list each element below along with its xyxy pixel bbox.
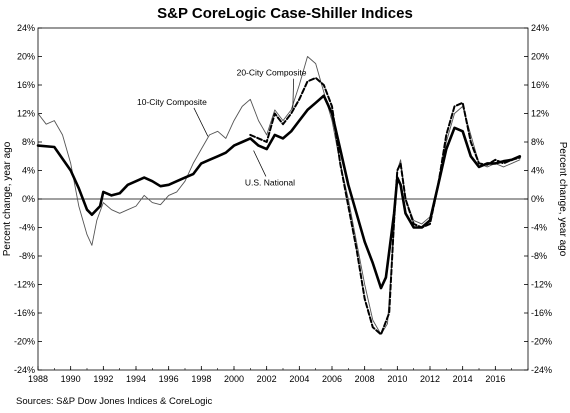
y-tick-label-right: 12% bbox=[531, 109, 549, 119]
x-tick-label: 2010 bbox=[387, 374, 407, 384]
x-tick-label: 2008 bbox=[355, 374, 375, 384]
y-tick-label-left: 12% bbox=[17, 109, 35, 119]
series-line-20-city-composite bbox=[249, 76, 521, 336]
x-tick-label: 2000 bbox=[224, 374, 244, 384]
x-tick-label: 1988 bbox=[28, 374, 48, 384]
y-tick-label-right: -20% bbox=[531, 337, 552, 347]
y-tick-label-right: -8% bbox=[531, 251, 547, 261]
x-tick-label: 1994 bbox=[126, 374, 146, 384]
x-tick-label: 2002 bbox=[257, 374, 277, 384]
series-line-u-s-national bbox=[36, 94, 522, 290]
x-tick-label: 2014 bbox=[453, 374, 473, 384]
source-note: Sources: S&P Dow Jones Indices & CoreLog… bbox=[16, 396, 213, 407]
x-tick-label: 1998 bbox=[191, 374, 211, 384]
y-tick-label-right: 24% bbox=[531, 23, 549, 33]
annotation-label: 20-City Composite bbox=[237, 68, 307, 78]
y-tick-label-right: 16% bbox=[531, 80, 549, 90]
y-tick-label-left: -4% bbox=[19, 223, 35, 233]
series-layer bbox=[36, 56, 522, 336]
y-tick-label-right: -4% bbox=[531, 223, 547, 233]
x-tick-label: 1990 bbox=[61, 374, 81, 384]
x-tick-label: 2006 bbox=[322, 374, 342, 384]
y-tick-label-left: -8% bbox=[19, 251, 35, 261]
y-tick-label-left: -16% bbox=[14, 308, 35, 318]
y-tick-label-left: -20% bbox=[14, 337, 35, 347]
y-tick-label-left: 0% bbox=[22, 194, 35, 204]
chart-title: S&P CoreLogic Case-Shiller Indices bbox=[157, 5, 413, 22]
y-tick-label-right: 0% bbox=[531, 194, 544, 204]
x-tick-label: 1992 bbox=[93, 374, 113, 384]
y-tick-label-right: -24% bbox=[531, 365, 552, 375]
y-tick-label-left: 20% bbox=[17, 52, 35, 62]
annotation-label: 10-City Composite bbox=[137, 97, 207, 107]
y-tick-label-left: 16% bbox=[17, 80, 35, 90]
y-tick-label-right: 20% bbox=[531, 52, 549, 62]
y-tick-label-right: -12% bbox=[531, 280, 552, 290]
annotation-leader bbox=[253, 150, 267, 177]
y-tick-label-right: 8% bbox=[531, 137, 544, 147]
x-tick-label: 2016 bbox=[485, 374, 505, 384]
annotation-label: U.S. National bbox=[245, 177, 295, 187]
y-tick-label-left: 8% bbox=[22, 137, 35, 147]
y-tick-label-left: 4% bbox=[22, 166, 35, 176]
y-tick-label-right: -16% bbox=[531, 308, 552, 318]
y-tick-label-left: 24% bbox=[17, 23, 35, 33]
annotation-leader bbox=[193, 107, 209, 137]
x-tick-label: 2004 bbox=[289, 374, 309, 384]
x-tick-label: 1996 bbox=[159, 374, 179, 384]
y-tick-label-left: -24% bbox=[14, 365, 35, 375]
x-tick-label: 2012 bbox=[420, 374, 440, 384]
annotation-leader bbox=[292, 78, 294, 110]
annotations: 20-City Composite 10-City Composite U.S. N… bbox=[137, 68, 307, 188]
axes: 24% 24% 20% 20% 16% 16% 12% 12% 8% 8% 4% 4% 0% 0% -4% -… bbox=[14, 23, 552, 384]
y-tick-label-right: 4% bbox=[531, 166, 544, 176]
y-axis-label-left: Percent change, year ago bbox=[2, 141, 13, 256]
y-axis-label-right: Percent change, year ago bbox=[557, 142, 568, 257]
y-tick-label-left: -12% bbox=[14, 280, 35, 290]
